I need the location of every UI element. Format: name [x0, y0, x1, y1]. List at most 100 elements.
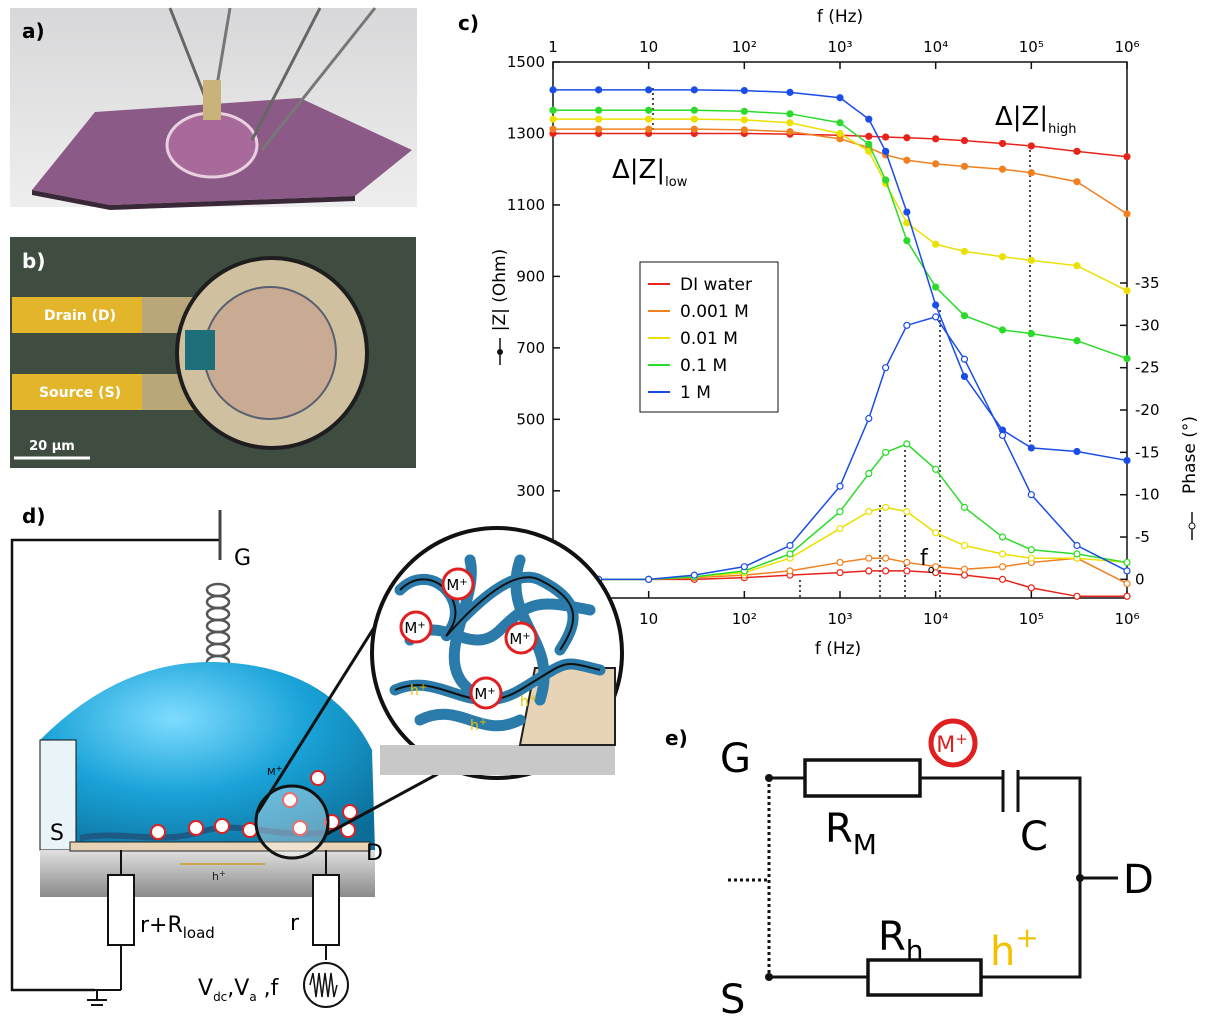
phase-point — [1027, 554, 1035, 562]
gate-label: G — [234, 546, 251, 571]
rload-label: r+Rload — [140, 913, 215, 942]
panel-e: e) G S D RM C Rh h+ M+ — [665, 718, 1154, 1019]
phase-point — [882, 554, 890, 562]
y2-tick-label: -35 — [1135, 274, 1160, 292]
phase-point — [786, 567, 794, 575]
phase-line — [553, 570, 1127, 598]
signal-label: Vdc,Va ,f — [198, 976, 280, 1004]
impedance-point — [882, 176, 890, 184]
y2-tick-label: 0 — [1135, 570, 1145, 588]
phase-point — [998, 533, 1007, 541]
ion-label: M+ — [267, 764, 282, 778]
ion-text: M — [404, 619, 417, 637]
phase-point — [836, 568, 844, 577]
phase-point — [1123, 558, 1131, 567]
rh-label: Rh — [878, 914, 924, 967]
impedance-point — [836, 119, 844, 127]
phase-point — [786, 541, 794, 550]
ion-text: M — [474, 685, 487, 703]
phase-point — [903, 321, 911, 329]
impedance-point — [836, 129, 844, 138]
y2-tick-label: -15 — [1135, 443, 1160, 461]
rh-text: R — [878, 914, 906, 960]
hole-sup: + — [419, 682, 427, 693]
hole-label: h+ — [410, 682, 427, 699]
impedance-point — [645, 106, 653, 114]
impedance-point — [903, 134, 911, 142]
impedance-point — [903, 156, 911, 164]
rm-text: R — [825, 806, 853, 852]
ion-label: M+ — [446, 576, 467, 594]
phase-point — [836, 508, 844, 516]
panel-label: e) — [665, 726, 688, 750]
phase-point — [865, 469, 873, 478]
x-tick-label: 10 — [639, 38, 658, 56]
phase-point — [998, 550, 1007, 558]
impedance-point — [903, 208, 911, 216]
impedance-point — [690, 106, 698, 114]
impedance-point — [960, 162, 969, 170]
impedance-point — [549, 106, 557, 114]
ac-wave — [309, 972, 338, 998]
impedance-point — [836, 94, 844, 102]
phase-point — [932, 563, 940, 571]
rm-label: RM — [825, 806, 877, 861]
phase-point — [882, 448, 890, 456]
phase-point — [1123, 567, 1131, 575]
ion-text: M — [267, 767, 276, 778]
phase-point — [1027, 584, 1035, 592]
hole-label: h+ — [990, 921, 1039, 975]
pad — [203, 286, 337, 420]
phase-point — [882, 503, 890, 511]
impedance-point — [960, 372, 969, 381]
ion-label: M+ — [404, 619, 425, 637]
ion-sup: + — [522, 631, 530, 642]
y-tick-label: 900 — [516, 267, 545, 285]
hole-label: h+ — [520, 693, 537, 710]
signal-v1-sub: dc — [213, 990, 227, 1004]
annotation-sub: high — [1048, 122, 1076, 137]
needle — [260, 7, 377, 151]
r-label: r — [290, 911, 300, 936]
phase-point — [932, 529, 940, 537]
legend-label: 1 M — [680, 383, 711, 403]
impedance-point — [1123, 354, 1131, 363]
rh-sub: h — [906, 934, 924, 967]
resistor — [312, 874, 340, 946]
ion-text: M — [446, 576, 459, 594]
hole-sup: + — [1015, 921, 1038, 954]
impedance-point — [549, 125, 557, 133]
x-tick-label: 10² — [732, 38, 757, 56]
source-label: Source (S) — [39, 385, 121, 401]
hole-text: h — [410, 683, 419, 699]
impedance-point — [1027, 256, 1035, 264]
panel-a: a) — [10, 7, 417, 210]
x-axis-title: f (Hz) — [815, 639, 861, 659]
phase-point — [960, 565, 969, 573]
ion-label: M+ — [509, 630, 530, 648]
phase-point — [1073, 592, 1081, 600]
rm-sub: M — [853, 828, 877, 861]
impedance-line — [553, 109, 1128, 360]
rload-sub: load — [183, 924, 215, 942]
phase-point — [960, 541, 969, 550]
x-tick-label: 10⁶ — [1114, 38, 1139, 56]
phase-point — [1073, 541, 1081, 550]
impedance-point — [1123, 456, 1131, 465]
phase-point — [1123, 592, 1131, 600]
impedance-point — [595, 86, 603, 94]
panel-d: d) G M+ h+ S D r+Rload — [10, 504, 624, 1008]
y-tick-label: 1100 — [507, 196, 545, 214]
impedance-point — [690, 125, 698, 133]
impedance-point — [690, 115, 698, 123]
impedance-point — [865, 140, 873, 148]
x-tick-label: 10² — [732, 610, 757, 628]
ion-text: M — [509, 630, 522, 648]
impedance-point — [1027, 444, 1035, 452]
x-tick-label: 1 — [548, 38, 558, 56]
impedance-point — [786, 110, 794, 118]
phase-point — [998, 431, 1007, 440]
phase-point — [998, 575, 1007, 583]
impedance-point — [645, 86, 653, 94]
